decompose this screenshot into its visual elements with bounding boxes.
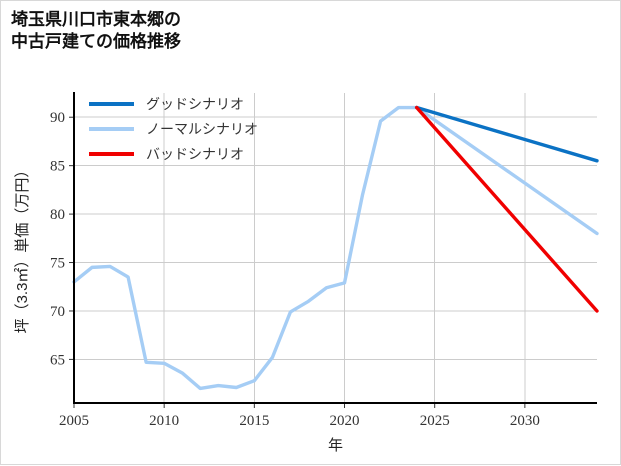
x-axis-tick-label: 2005 (59, 413, 89, 429)
legend-label: グッドシナリオ (146, 96, 244, 112)
y-axis-tick-labels: 65 70 75 80 85 90 (50, 110, 74, 368)
axis-lines-group (72, 92, 597, 405)
axis-titles-group: 年 坪（3.3㎡）単価（万円） (14, 163, 343, 454)
gridlines-group (73, 93, 597, 403)
x-axis-tick-label: 2015 (239, 413, 269, 429)
y-axis-tick-label: 65 (50, 352, 65, 368)
y-axis-tick-label: 80 (50, 207, 65, 223)
legend-label: ノーマルシナリオ (146, 121, 258, 137)
x-axis-tick-labels: 2005 2010 2015 2020 2025 2030 (59, 403, 540, 429)
series-line-bad (414, 105, 599, 313)
series-line-good (414, 105, 599, 163)
y-axis-tick-label: 70 (50, 304, 65, 320)
y-axis-tick-label: 90 (50, 110, 65, 126)
y-axis-tick-label: 75 (50, 256, 65, 272)
x-axis-title: 年 (328, 437, 343, 454)
series-line-normal (72, 105, 599, 391)
x-axis-tick-label: 2025 (420, 413, 450, 429)
legend-label: バッドシナリオ (146, 146, 244, 162)
y-axis-title: 坪（3.3㎡）単価（万円） (14, 163, 31, 334)
chart-title: 埼玉県川口市東本郷の 中古戸建ての価格推移 (11, 10, 181, 52)
x-axis-tick-label: 2030 (510, 413, 540, 429)
x-axis-tick-label: 2020 (330, 413, 360, 429)
data-series-group (72, 105, 599, 391)
x-axis-tick-label: 2010 (149, 413, 179, 429)
y-axis-tick-label: 85 (50, 159, 65, 175)
